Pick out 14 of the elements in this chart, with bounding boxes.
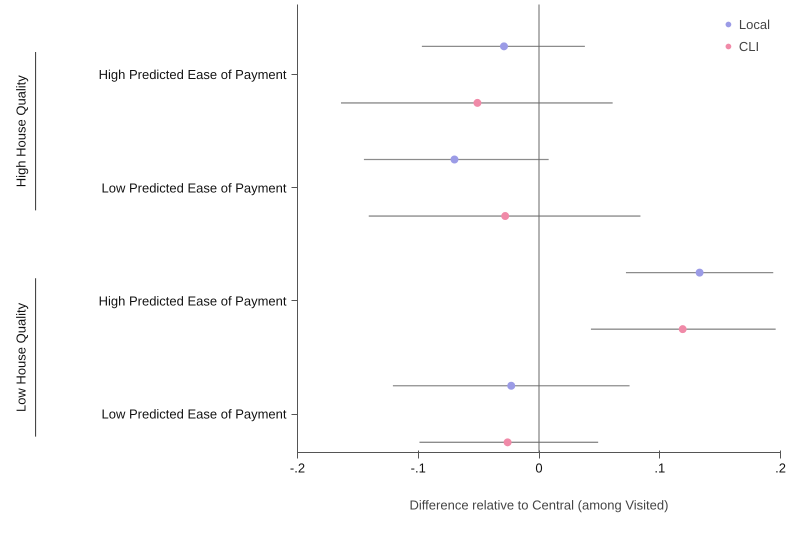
text: Low House Quality — [13, 302, 28, 412]
y-tick-label: High Predicted Ease of Payment — [98, 67, 287, 82]
text: High House Quality — [13, 74, 28, 188]
x-tick-label: 0 — [535, 460, 543, 476]
x-tick-label: .2 — [775, 460, 786, 476]
legend-label: Local — [738, 16, 770, 32]
y-tick-label: High Predicted Ease of Payment — [98, 293, 287, 308]
legend-label: CLI — [738, 38, 760, 54]
x-tick-label: -.1 — [410, 460, 426, 476]
y-tick-label: Low Predicted Ease of Payment — [102, 180, 287, 196]
y-tick-label: Low Predicted Ease of Payment — [102, 406, 287, 422]
x-tick-label: .1 — [654, 460, 666, 476]
x-tick-label: -.2 — [290, 460, 306, 476]
x-axis-title: Difference relative to Central (among Visited) — [410, 498, 668, 512]
